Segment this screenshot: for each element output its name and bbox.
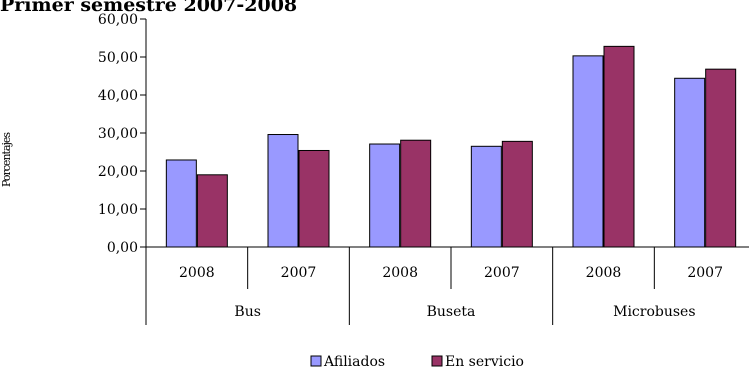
y-axis-ticks: 0,00 10,00 20,00 30,00 40,00 50,00 60,00 [98,12,146,256]
bar-en-servicio [400,139,432,248]
x-group-label: Microbuses [613,304,695,320]
x-axis-groups: Bus Buseta Microbuses [234,304,695,320]
chart-title: Primer semestre 2007-2008 [0,0,297,16]
legend-swatch [310,355,322,367]
bar-afiliados [674,77,706,248]
legend: Afiliados En servicio [310,354,524,370]
bar-afiliados [267,134,299,248]
bar-en-servicio [298,149,330,248]
x-tick-label: 2008 [382,265,418,281]
legend-swatch [431,355,443,367]
x-tick-label: 2007 [281,265,317,281]
y-tick-label: 20,00 [98,164,138,180]
bar-afiliados [369,143,401,248]
bar-afiliados [470,145,502,248]
bar-en-servicio [501,140,533,248]
x-tick-label: 2007 [687,265,723,281]
y-tick-label: 10,00 [98,202,138,218]
legend-label: Afiliados [323,354,385,370]
x-group-label: Buseta [427,304,476,320]
axes [145,19,749,248]
y-tick-label: 40,00 [98,88,138,104]
bar-en-servicio [196,174,228,248]
y-tick-label: 30,00 [98,126,138,142]
x-group-label: Bus [234,304,261,320]
x-tick-label: 2008 [179,265,215,281]
bar-en-servicio [603,45,635,248]
x-tick-label: 2007 [484,265,520,281]
y-tick-label: 50,00 [98,50,138,66]
y-axis-label: Porcentajes [0,132,13,187]
bars [165,45,737,248]
x-tick-label: 2008 [586,265,622,281]
y-tick-label: 60,00 [98,12,138,28]
bar-en-servicio [705,68,737,248]
x-axis-categories: 2008 2007 2008 2007 2008 2007 [145,247,723,325]
bar-afiliados [165,159,197,248]
legend-label: En servicio [445,354,524,370]
bar-afiliados [572,55,604,248]
y-tick-label: 0,00 [107,240,138,256]
